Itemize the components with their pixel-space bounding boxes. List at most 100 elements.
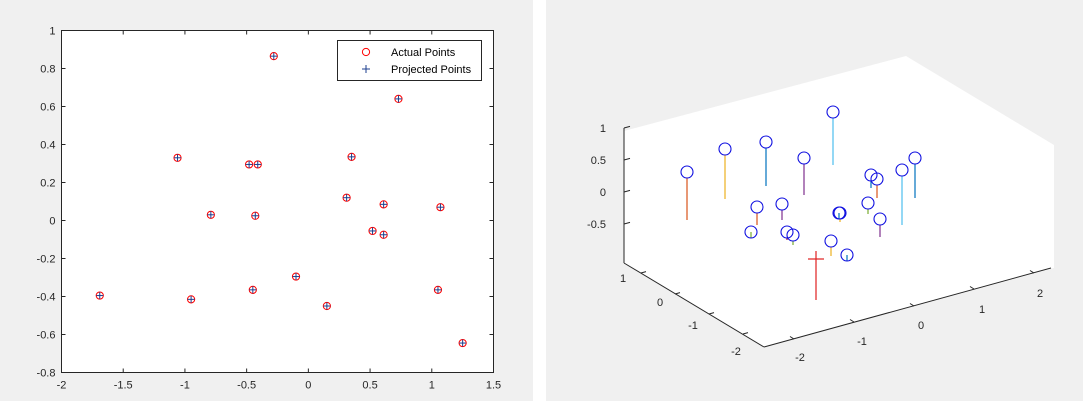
actual-point	[253, 160, 262, 169]
projected-point	[394, 95, 402, 103]
projected-point	[245, 160, 253, 168]
projected-point	[343, 194, 351, 202]
x-tick-label: -1	[180, 380, 190, 392]
y3d-tick-label: 0	[657, 297, 663, 309]
x-tick-label: 1.5	[486, 380, 501, 392]
actual-point	[173, 153, 182, 162]
z-tick-label: 0.5	[591, 155, 606, 167]
actual-point	[269, 52, 278, 61]
x-tick-label: 0.5	[362, 380, 377, 392]
axis-lines	[623, 128, 1052, 348]
panel-divider	[533, 0, 546, 401]
stem-marker	[786, 228, 800, 242]
x3d-tick-label: 2	[1037, 288, 1043, 300]
projected-point	[323, 302, 331, 310]
y-tick-label: 0	[49, 216, 55, 228]
stem-marker	[908, 151, 922, 165]
projected-point	[187, 295, 195, 303]
projected-point	[292, 273, 300, 281]
projected-point	[207, 211, 215, 219]
stem-marker	[750, 200, 764, 214]
x3d-tick-mark	[1029, 270, 1035, 274]
y-tick-label: 0.4	[40, 140, 55, 152]
projected-point	[436, 203, 444, 211]
projected-point	[380, 231, 388, 239]
y-tick-label: -0.8	[37, 368, 56, 380]
projected-point	[249, 286, 257, 294]
x3d-tick-label: -2	[795, 352, 805, 364]
y-tick-label: 1	[49, 26, 55, 38]
cross-marker	[808, 251, 824, 267]
stem3d-plot-panel: 1 0.5 0 -0.5 1 0 -1 -2 -2 -1 0 1 2	[546, 0, 1083, 401]
projected-point	[459, 339, 467, 347]
scatter-plot: -2 -1.5 -1 -0.5 0 0.5 1 1.5 1 0.8 0.6 0.4 0.2 0 -0.2 -0…	[37, 26, 502, 392]
y-tick-label: -0.4	[37, 292, 56, 304]
x3d-tick-label: -1	[857, 336, 867, 348]
actual-point	[379, 230, 388, 239]
y3d-tick-label: -1	[688, 320, 698, 332]
x3d-tick-mark	[909, 303, 915, 307]
y-tick-label: 0.2	[40, 178, 55, 190]
actual-point	[245, 160, 254, 169]
z-tick-mark	[623, 157, 631, 161]
actual-point	[248, 285, 257, 294]
projected-point	[96, 292, 104, 300]
projected-point	[251, 212, 259, 220]
legend-label-actual: Actual Points	[391, 47, 456, 59]
legend-label-projected: Projected Points	[391, 64, 472, 76]
projected-point	[434, 286, 442, 294]
actual-point	[368, 226, 377, 236]
y-tick-label: 0.8	[40, 64, 55, 76]
y3d-tick-mark	[708, 312, 715, 315]
x-tick-label: -0.5	[237, 380, 256, 392]
axes-floor-and-walls	[624, 56, 1054, 347]
y-tick-label: -0.6	[37, 330, 56, 342]
actual-point	[251, 211, 260, 220]
actual-point	[458, 338, 467, 348]
stem-marker	[824, 234, 838, 248]
y3d-tick-label: 1	[620, 273, 626, 285]
data-markers	[95, 52, 467, 348]
actual-point	[379, 200, 388, 209]
x-tick-label: 1	[429, 380, 435, 392]
y-tick-label: -0.2	[37, 254, 56, 266]
stem-marker	[680, 165, 694, 179]
projected-point	[270, 52, 278, 60]
actual-point	[322, 301, 331, 311]
x3d-tick-mark	[849, 319, 855, 323]
stems	[680, 105, 922, 300]
actual-point	[394, 94, 403, 104]
y3d-tick-mark	[640, 271, 647, 274]
x-tick-label: -1.5	[114, 380, 133, 392]
stem-marker	[718, 142, 732, 156]
stem3d-plot: 1 0.5 0 -0.5 1 0 -1 -2 -2 -1 0 1 2	[587, 56, 1054, 364]
legend: Actual Points Projected Points	[337, 40, 482, 81]
stem-marker	[775, 197, 789, 211]
legend-box	[337, 40, 482, 81]
projected-point	[369, 227, 377, 235]
projected-point	[174, 154, 182, 162]
y3d-tick-mark	[674, 292, 681, 295]
scatter-plot-panel: -2 -1.5 -1 -0.5 0 0.5 1 1.5 1 0.8 0.6 0.4 0.2 0 -0.2 -0…	[0, 0, 533, 401]
actual-point	[187, 295, 196, 304]
actual-point	[342, 193, 351, 202]
stem-marker	[826, 105, 840, 119]
actual-point	[347, 152, 356, 161]
stem-marker	[759, 135, 773, 149]
actual-point	[436, 203, 445, 212]
x3d-tick-mark	[789, 336, 795, 340]
stem-marker	[744, 225, 758, 239]
y3d-tick-label: -2	[731, 346, 741, 358]
actual-point	[95, 291, 104, 300]
actual-point	[291, 272, 301, 281]
stem-marker	[861, 196, 875, 210]
stem-marker	[780, 225, 794, 239]
actual-point	[433, 285, 443, 294]
stem-marker	[797, 151, 811, 165]
x-tick-label: -2	[57, 380, 67, 392]
projected-point	[380, 200, 388, 208]
stem-marker	[832, 206, 846, 220]
legend-circle-marker	[361, 47, 371, 57]
projected-point	[348, 153, 356, 161]
z-tick-mark	[623, 189, 631, 193]
